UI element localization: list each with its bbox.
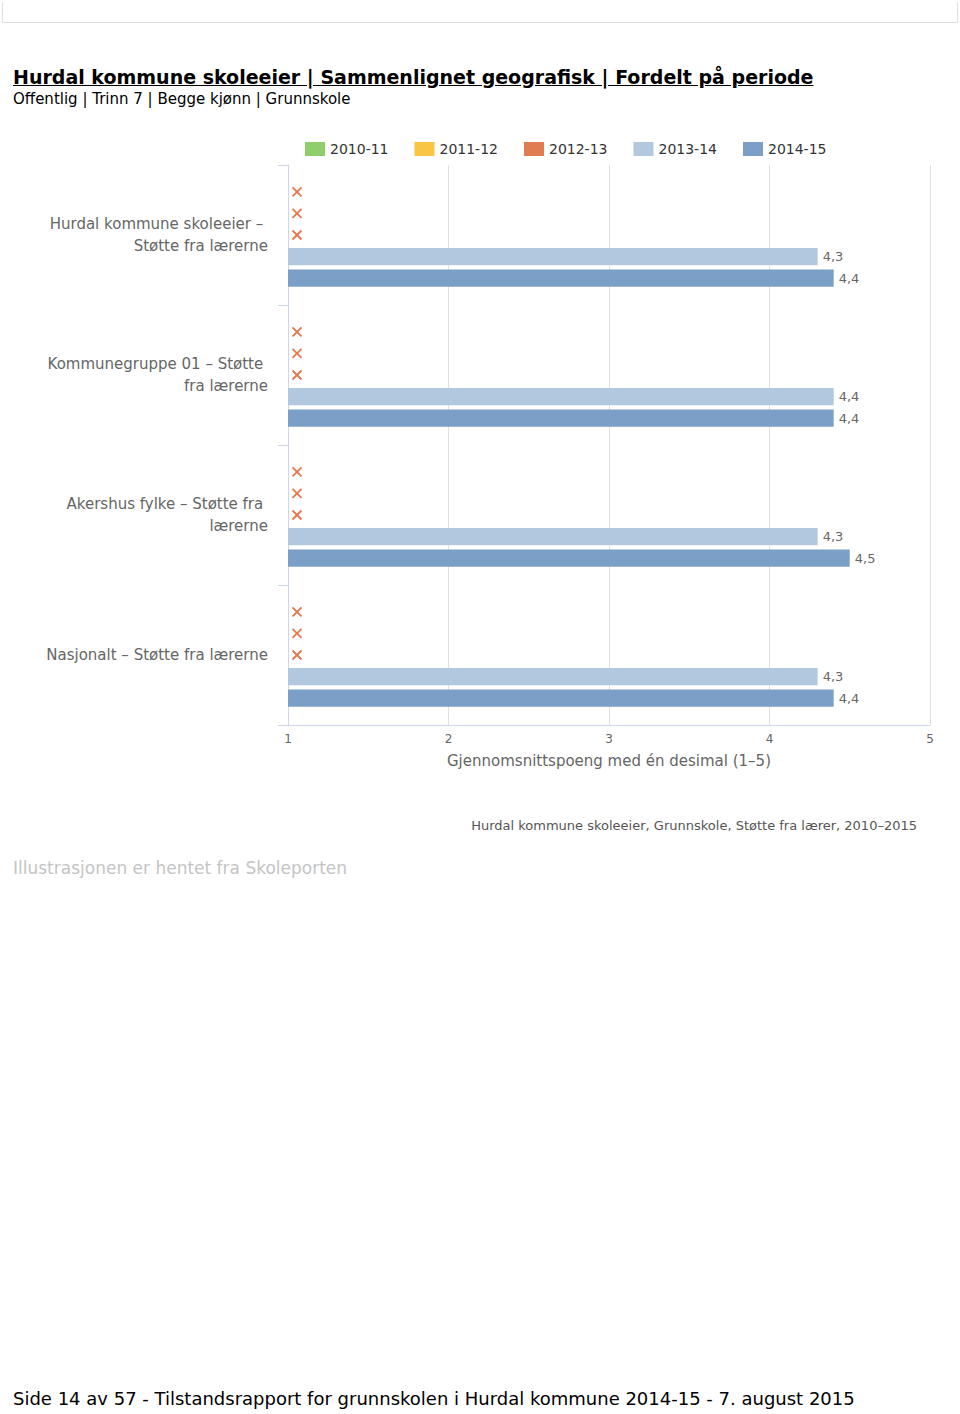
html-text:Offentlig | Trinn 7 | Begge kj: Offentlig | Trinn 7 | Begge kjønn | Grun… bbox=[13, 90, 351, 108]
svg-text:2: 2 bbox=[445, 732, 453, 746]
svg-text:4,5: 4,5 bbox=[855, 551, 876, 566]
svg-text:4,3: 4,3 bbox=[823, 249, 844, 264]
svg-text:lærerne: lærerne bbox=[209, 517, 268, 535]
svg-text:2011-12: 2011-12 bbox=[439, 141, 498, 157]
svg-text:2010-11: 2010-11 bbox=[330, 141, 389, 157]
svg-text:Nasjonalt – Støtte fra lærerne: Nasjonalt – Støtte fra lærerne bbox=[46, 646, 268, 664]
svg-text:4,3: 4,3 bbox=[823, 669, 844, 684]
html-text:Hurdal kommune skoleeier | Sam: Hurdal kommune skoleeier | Sammenlignet … bbox=[13, 66, 814, 88]
svg-text:4,4: 4,4 bbox=[839, 389, 860, 404]
svg-text:4,4: 4,4 bbox=[839, 271, 860, 286]
html-text:Illustrasjonen er hentet fra S: Illustrasjonen er hentet fra Skoleporten bbox=[13, 858, 348, 878]
svg-text:2014-15: 2014-15 bbox=[768, 141, 827, 157]
html-text:Side 14 av 57 - Tilstandsrappo: Side 14 av 57 - Tilstandsrapport for gru… bbox=[13, 1388, 855, 1409]
svg-text:Støtte fra lærerne: Støtte fra lærerne bbox=[134, 237, 268, 255]
svg-text:4: 4 bbox=[766, 732, 774, 746]
svg-text:Hurdal kommune skoleeier –: Hurdal kommune skoleeier – bbox=[50, 215, 268, 233]
svg-text:3: 3 bbox=[605, 732, 613, 746]
svg-text:Akershus fylke – Støtte fra: Akershus fylke – Støtte fra bbox=[67, 495, 268, 513]
svg-text:1: 1 bbox=[284, 732, 292, 746]
svg-text:2013-14: 2013-14 bbox=[658, 141, 717, 157]
svg-text:Gjennomsnittspoeng med én desi: Gjennomsnittspoeng med én desimal (1–5) bbox=[447, 752, 771, 770]
svg-text:2012-13: 2012-13 bbox=[549, 141, 608, 157]
svg-text:5: 5 bbox=[926, 732, 934, 746]
svg-text:4,4: 4,4 bbox=[839, 411, 860, 426]
svg-text:4,4: 4,4 bbox=[839, 691, 860, 706]
svg-text:Hurdal kommune skoleeier, Grun: Hurdal kommune skoleeier, Grunnskole, St… bbox=[471, 818, 917, 833]
svg-text:fra lærerne: fra lærerne bbox=[184, 377, 268, 395]
svg-text:4,3: 4,3 bbox=[823, 529, 844, 544]
svg-text:Kommunegruppe 01 – Støtte: Kommunegruppe 01 – Støtte bbox=[48, 355, 268, 373]
